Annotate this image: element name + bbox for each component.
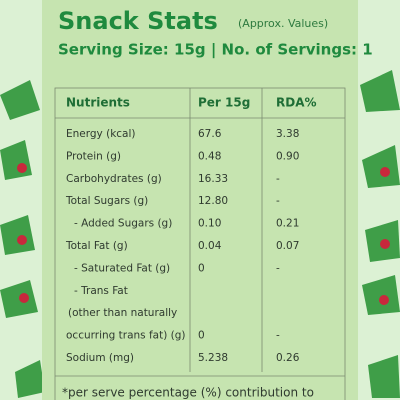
nutrient-name: Carbohydrates (g) (66, 173, 162, 185)
nutrient-value: 3.38 (276, 128, 299, 140)
nutrient-name: Sodium (mg) (66, 352, 134, 364)
nutrient-name: Energy (kcal) (66, 128, 136, 140)
nutrient-value: 0.07 (276, 240, 299, 252)
panel (42, 0, 358, 400)
nutrient-name: - Saturated Fat (g) (74, 262, 170, 274)
nutrient-name: occurring trans fat) (g) (66, 330, 186, 342)
column-header: Per 15g (198, 96, 250, 110)
nutrient-value: - (276, 330, 280, 342)
nutrient-name: - Trans Fat (74, 285, 128, 297)
nutrient-name: (other than naturally (68, 307, 177, 319)
decorations (0, 70, 400, 398)
nutrient-value: 0 (198, 330, 205, 342)
nutrition-table: Nutrients Per 15g RDA% Energy (kcal) 67.6 3.3… (65, 96, 317, 365)
nutrient-value: - (276, 195, 280, 207)
nutrient-value: - (276, 173, 280, 185)
nutrient-value: 0.48 (198, 150, 221, 162)
column-header: Nutrients (66, 96, 130, 110)
nutrient-value: - (276, 262, 280, 274)
serving-info: Serving Size: 15g | No. of Servings: 1 (58, 41, 373, 60)
title: Snack Stats (58, 7, 218, 35)
nutrient-value: 0.26 (276, 352, 300, 364)
nutrient-name: Total Sugars (g) (65, 195, 148, 207)
nutrient-name: Total Fat (g) (65, 240, 128, 252)
nutrient-value: 5.238 (198, 352, 228, 364)
table-lines (54, 87, 346, 400)
nutrient-value: 0.10 (198, 218, 221, 230)
subtitle: (Approx. Values) (238, 17, 328, 30)
nutrient-value: 16.33 (198, 173, 228, 185)
nutrient-value: 67.6 (198, 128, 222, 140)
nutrient-name: - Added Sugars (g) (74, 218, 172, 230)
nutrient-value: 0 (198, 262, 205, 274)
nutrient-value: 0.04 (198, 240, 222, 252)
nutrient-value: 0.21 (276, 218, 299, 230)
nutrient-value: 12.80 (198, 195, 228, 207)
nutrient-value: 0.90 (276, 150, 299, 162)
column-header: RDA% (276, 96, 317, 110)
footnote: *per serve percentage (%) contribution t… (62, 386, 314, 400)
nutrient-name: Protein (g) (66, 150, 121, 162)
